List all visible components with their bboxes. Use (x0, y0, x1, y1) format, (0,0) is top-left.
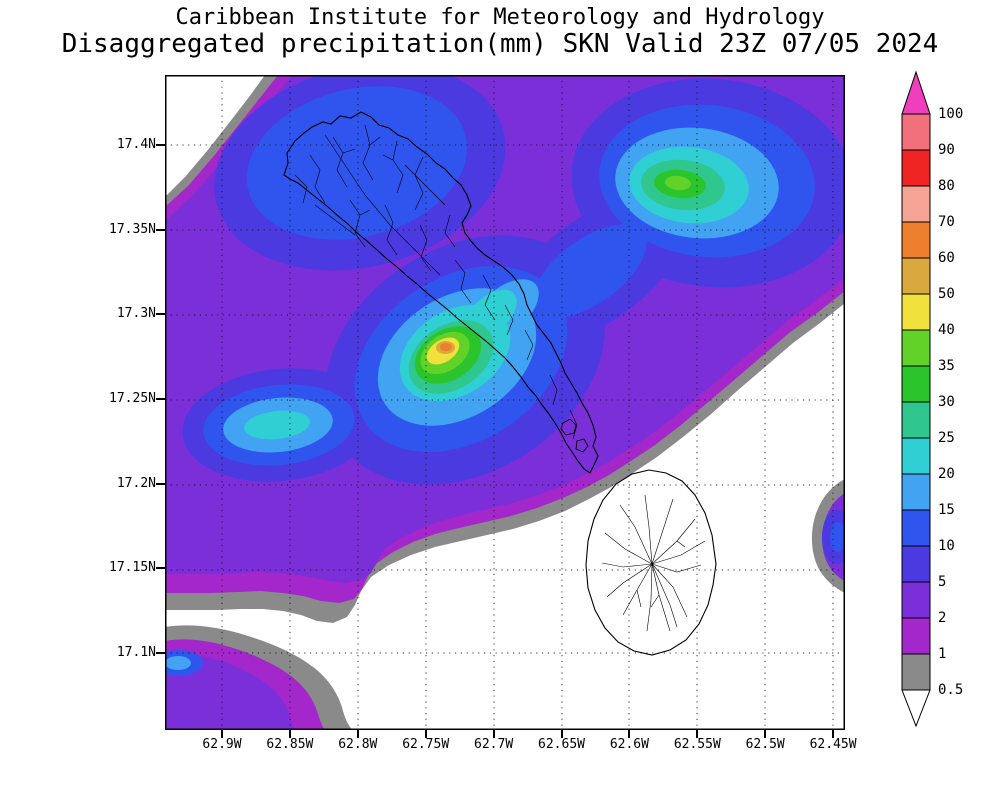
map-plot-area (165, 75, 845, 730)
colorbar-tick-label: 5 (938, 574, 947, 590)
colorbar-tick-label: 20 (938, 466, 955, 482)
colorbar-over-arrow (901, 70, 931, 115)
colorbar-tick-label: 70 (938, 214, 955, 230)
colorbar-segments (901, 113, 931, 691)
colorbar-tick-label: 35 (938, 358, 955, 374)
x-axis-tick (696, 730, 699, 738)
colorbar-tick-label: 80 (938, 178, 955, 194)
x-axis-label: 62.9W (202, 737, 242, 752)
page-title-product: Disaggregated precipitation(mm) SKN Vali… (61, 29, 939, 59)
y-axis-tick (156, 652, 165, 655)
contour-region (246, 86, 468, 240)
x-axis-tick (221, 730, 223, 738)
x-axis-label: 62.5W (745, 737, 785, 752)
x-axis-tick (560, 730, 563, 738)
contour-region (165, 653, 295, 730)
x-axis-tick (832, 730, 835, 738)
x-axis-tick (492, 730, 495, 738)
y-axis-label: 17.2N (116, 475, 156, 491)
x-axis-label: 62.55W (673, 737, 721, 752)
st-kitts-drainage (294, 124, 578, 440)
page-title-institute: Caribbean Institute for Meteorology and … (175, 5, 825, 30)
y-axis-label: 17.1N (116, 645, 156, 661)
colorbar-tick-label: 1 (938, 646, 947, 662)
y-axis-tick (156, 144, 165, 146)
x-axis-tick (424, 730, 427, 738)
x-axis-label: 62.75W (402, 737, 450, 752)
contour-region (533, 224, 647, 318)
grid-lines (165, 75, 845, 730)
x-axis-label: 62.45W (809, 737, 857, 752)
x-axis-tick (764, 730, 767, 738)
contour-region (830, 522, 845, 552)
colorbar-tick-label: 30 (938, 394, 955, 410)
x-axis-label: 62.8W (338, 737, 378, 752)
y-axis-label: 17.35N (109, 221, 156, 237)
y-axis-label: 17.15N (109, 560, 156, 576)
x-axis-label: 62.65W (538, 737, 585, 752)
x-axis-tick (628, 730, 631, 738)
nevis-outline (585, 469, 717, 656)
y-axis-tick (156, 567, 165, 570)
colorbar-tick-label: 15 (938, 502, 955, 518)
colorbar-tick-label: 10 (938, 538, 955, 554)
y-axis-tick (156, 313, 165, 316)
colorbar-tick-label: 50 (938, 286, 955, 302)
precipitation-contour-map (165, 75, 845, 730)
colorbar-tick-label: 0.5 (938, 682, 964, 698)
colorbar-tick-label: 100 (938, 106, 964, 122)
nevis-drainage (601, 494, 706, 632)
colorbar-under-arrow (901, 689, 931, 728)
x-axis-label: 62.6W (609, 737, 649, 752)
x-axis-tick (356, 730, 359, 738)
colorbar (901, 70, 931, 728)
contour-region (244, 410, 310, 440)
colorbar-tick-label: 2 (938, 610, 947, 626)
colorbar-tick-label: 25 (938, 430, 955, 446)
x-axis-label: 62.7W (474, 737, 514, 752)
colorbar-tick-label: 60 (938, 250, 955, 266)
y-axis-label: 17.3N (116, 306, 156, 322)
contour-region (440, 343, 452, 351)
x-axis-tick (288, 730, 291, 738)
y-axis-label: 17.25N (109, 391, 156, 406)
y-axis-tick (156, 398, 165, 400)
salt-pond-outline (560, 418, 589, 453)
precip-contours (165, 75, 845, 730)
contour-region (165, 656, 191, 670)
colorbar-tick-label: 40 (938, 322, 955, 338)
contour-region (665, 175, 691, 191)
y-axis-tick (156, 228, 165, 231)
y-axis-label: 17.4N (116, 137, 156, 152)
map-border (165, 75, 845, 730)
st-kitts-outline (283, 111, 599, 474)
y-axis-tick (156, 482, 165, 485)
colorbar-tick-label: 90 (938, 142, 955, 158)
x-axis-label: 62.85W (266, 737, 314, 752)
